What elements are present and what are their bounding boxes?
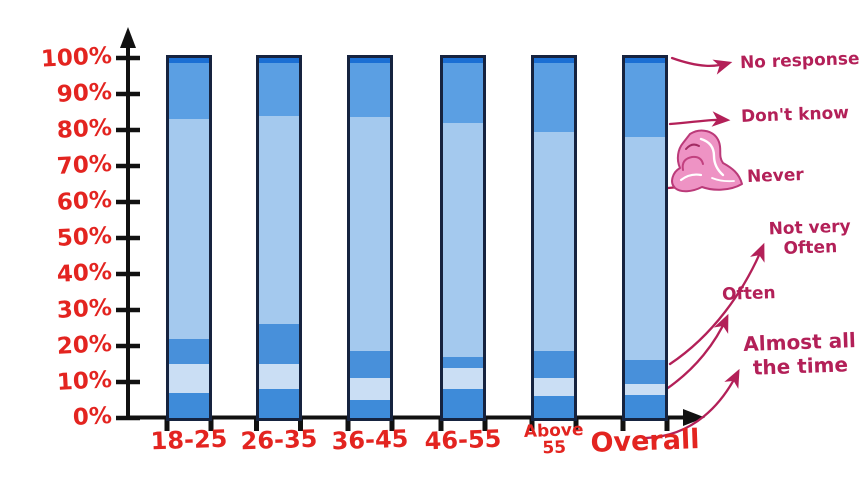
segment-never <box>258 115 299 325</box>
segment-no-response <box>534 58 574 64</box>
y-tick-label-90: 90% <box>56 78 113 108</box>
x-axis <box>126 409 705 431</box>
y-tick-label-50: 50% <box>56 222 113 252</box>
segment-not-very-often <box>258 324 299 364</box>
legend-label-not-very-often-line1: Not very <box>768 216 851 240</box>
y-tick-label-30: 30% <box>56 294 113 324</box>
arrow-almost-all-the-time <box>644 368 740 440</box>
segment-almost-all-the-time <box>350 399 390 418</box>
y-tick-label-20: 20% <box>56 330 113 360</box>
segment-no-response <box>625 58 665 64</box>
segment-no-response <box>169 58 209 64</box>
segment-often <box>534 378 574 397</box>
segment-not-very-often <box>169 338 209 364</box>
stacked-bar-above-55 <box>531 55 577 421</box>
segment-often <box>625 383 665 395</box>
legend-label-dont-know-text: Don't know <box>740 103 850 127</box>
y-axis <box>116 27 140 421</box>
legend-label-often: Often <box>722 283 776 305</box>
stacked-bar-46-55 <box>440 55 486 421</box>
legend-label-dont-know: Don't know <box>741 103 850 127</box>
segment-no-response <box>258 58 299 64</box>
segment-often <box>169 363 209 393</box>
segment-never <box>443 122 483 357</box>
arrow-often <box>663 313 729 392</box>
segment-don-t-know <box>169 63 209 120</box>
x-tick-label-overall: Overall <box>580 424 711 459</box>
segment-often <box>350 378 390 400</box>
worried-person-illustration <box>671 129 743 193</box>
segment-don-t-know <box>534 63 574 132</box>
segment-no-response <box>443 58 483 64</box>
segment-almost-all-the-time <box>169 392 209 418</box>
legend-label-no-response: No response <box>740 49 860 73</box>
legend-label-no-response-text: No response <box>739 48 860 74</box>
segment-not-very-often <box>350 351 390 379</box>
legend-label-never: Never <box>747 165 804 187</box>
segment-almost-all-the-time <box>625 394 665 418</box>
legend-label-never-text: Never <box>746 165 805 187</box>
stacked-bar-36-45 <box>347 55 393 421</box>
segment-don-t-know <box>443 63 483 123</box>
segment-don-t-know <box>350 63 390 118</box>
y-tick-label-60: 60% <box>56 186 113 216</box>
segment-almost-all-the-time <box>443 389 483 418</box>
x-tick-label-line: Overall <box>590 424 700 459</box>
segment-don-t-know <box>258 63 299 116</box>
legend-label-almost-line2: the time <box>752 351 849 380</box>
y-axis-ticks <box>116 55 140 421</box>
x-axis-arrowhead <box>683 409 705 426</box>
segment-no-response <box>350 58 390 64</box>
segment-almost-all-the-time <box>534 396 574 418</box>
arrow-no-response <box>670 56 733 75</box>
legend-label-almost-all-the-time: Almost all the time <box>739 328 860 380</box>
segment-often <box>258 363 299 390</box>
y-tick-label-40: 40% <box>56 258 113 288</box>
segment-never <box>534 131 574 352</box>
segment-not-very-often <box>443 356 483 368</box>
segment-not-very-often <box>625 360 665 384</box>
stacked-bar-18-25 <box>166 55 212 421</box>
stacked-bar-26-35 <box>255 55 302 421</box>
arrow-dont-know <box>668 111 731 127</box>
y-axis-arrowhead <box>120 27 136 48</box>
stacked-bar-overall <box>622 55 668 421</box>
legend-label-not-very-often-line2: Often <box>783 237 838 259</box>
segment-never <box>169 119 209 339</box>
y-tick-label-100: 100% <box>40 42 113 73</box>
segment-often <box>443 367 483 390</box>
y-tick-label-80: 80% <box>56 114 113 144</box>
segment-almost-all-the-time <box>258 389 299 418</box>
segment-never <box>350 117 390 352</box>
y-tick-label-0: 0% <box>72 402 113 431</box>
y-tick-label-10: 10% <box>56 366 113 396</box>
segment-never <box>625 137 665 361</box>
arrow-not-very-often <box>668 242 765 366</box>
segment-don-t-know <box>625 63 665 138</box>
y-tick-label-70: 70% <box>56 150 113 180</box>
legend-label-not-very-often: Not very Often <box>763 216 856 259</box>
segment-not-very-often <box>534 351 574 379</box>
legend-label-often-text: Often <box>721 283 776 305</box>
